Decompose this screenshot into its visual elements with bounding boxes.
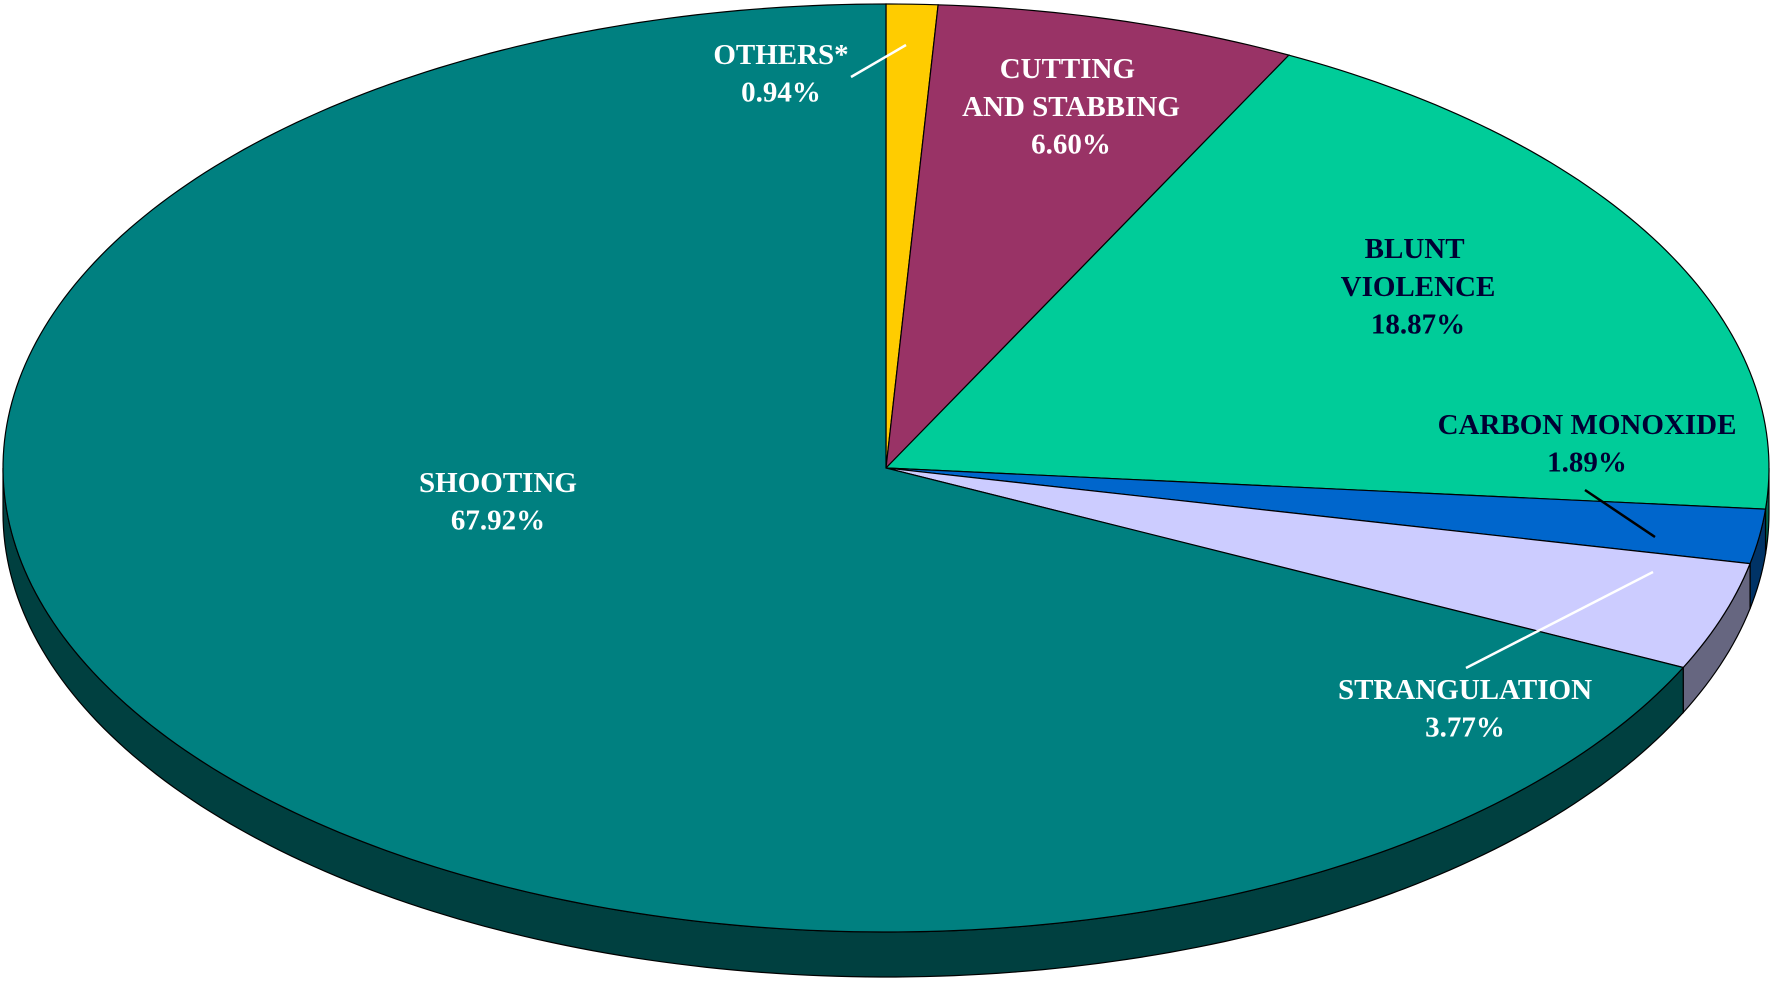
value-label: 0.94% xyxy=(741,77,821,109)
value-label: 3.77% xyxy=(1425,712,1505,744)
value-label: 1.89% xyxy=(1547,447,1627,479)
slice-label: CARBON MONOXIDE xyxy=(1438,409,1737,441)
label-line: STRANGULATION xyxy=(1338,674,1592,706)
label-line: AND STABBING xyxy=(962,91,1180,123)
slice-label: OTHERS* xyxy=(713,39,848,71)
slice-label: STRANGULATION xyxy=(1338,674,1592,706)
value-label: 6.60% xyxy=(1031,129,1111,161)
leader-line xyxy=(1584,488,1656,539)
slice xyxy=(884,54,1770,510)
slice xyxy=(2,3,1685,933)
slice xyxy=(885,4,1291,470)
label-line: BLUNT xyxy=(1365,233,1472,265)
label-line: CUTTING xyxy=(1000,53,1143,85)
slice-label: SHOOTING xyxy=(419,467,577,499)
value-label: 18.87% xyxy=(1371,309,1465,341)
leader-line xyxy=(850,43,907,79)
leader-line xyxy=(1465,570,1654,670)
slice-label: BLUNT VIOLENCE xyxy=(1341,233,1496,303)
slice xyxy=(885,467,1751,669)
label-line: SHOOTING xyxy=(419,467,577,499)
value-label: 67.92% xyxy=(451,505,545,537)
label-line: VIOLENCE xyxy=(1341,271,1496,303)
label-line: CARBON MONOXIDE xyxy=(1438,409,1737,441)
label-line: OTHERS* xyxy=(713,39,848,71)
slice-label: CUTTING AND STABBING xyxy=(962,53,1180,123)
